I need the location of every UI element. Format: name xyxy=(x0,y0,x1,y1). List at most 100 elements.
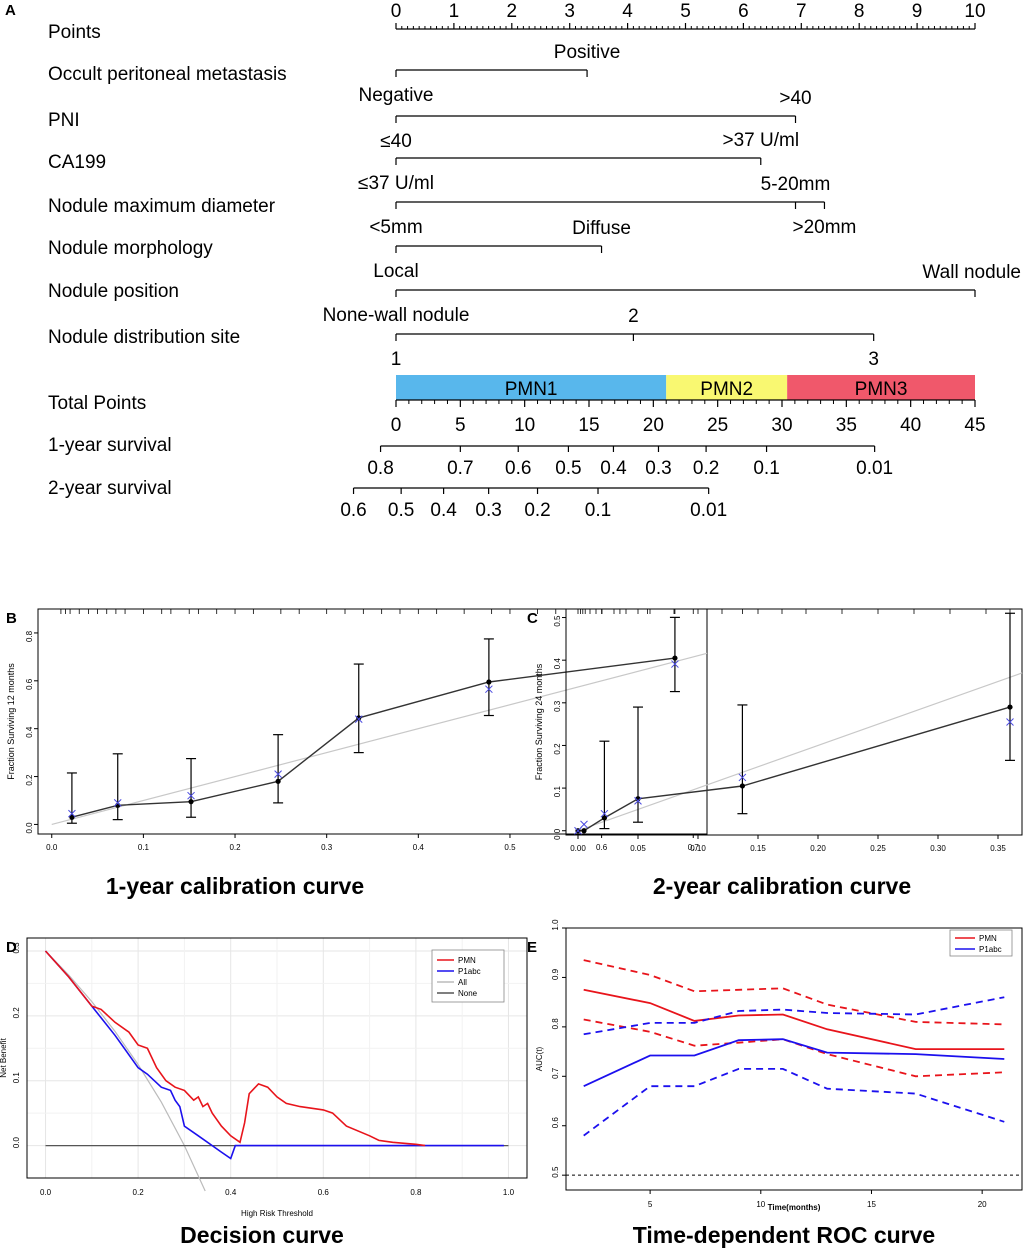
survival-1y-tick-label: 0.1 xyxy=(753,458,779,479)
decision-curve-chart: 0.0 0.2 0.4 0.6 0.8 1.0 0.0 0.1 0.2 0.3 High Risk … xyxy=(0,937,528,1218)
bias-corrected-mark xyxy=(1006,718,1014,726)
observed-point xyxy=(672,655,678,661)
total-points-tick-label: 30 xyxy=(771,415,792,436)
y-tick-label: 0.2 xyxy=(12,1007,21,1019)
plot-frame xyxy=(37,608,708,835)
series-pmn xyxy=(44,950,426,1147)
y-tick-label: 0.6 xyxy=(551,1117,560,1129)
level-label-occult: Negative xyxy=(359,85,434,106)
observed-point xyxy=(739,783,746,789)
survival-1y-tick-label: 0.01 xyxy=(856,458,893,479)
points-tick-label: 0 xyxy=(391,1,402,22)
survival-2y-tick-label: 0.5 xyxy=(388,500,414,521)
variable-label-pos: Nodule position xyxy=(48,281,179,302)
legend-label: P1abc xyxy=(458,967,481,976)
survival-1y-tick-label: 0.2 xyxy=(693,458,719,479)
time-roc-chart: 5 10 15 20 0.5 0.6 0.7 0.8 0.9 1.0 Time(months) AUC… xyxy=(535,919,1023,1212)
plot-frame xyxy=(565,927,1023,1191)
points-tick-label: 5 xyxy=(680,1,691,22)
survival-1y-tick-label: 0.8 xyxy=(367,458,393,479)
x-tick-label: 0.4 xyxy=(413,843,425,852)
points-tick-label: 3 xyxy=(564,1,575,22)
survival-1y-tick-label: 0.7 xyxy=(447,458,473,479)
survival-1y-tick-label: 0.3 xyxy=(645,458,671,479)
panel-label-a: A xyxy=(5,2,16,19)
series-p1abc-upper xyxy=(583,996,1005,1036)
total-points-tick-label: 35 xyxy=(836,415,857,436)
y-tick-label: 1.0 xyxy=(551,919,560,931)
total-points-tick-label: 20 xyxy=(643,415,664,436)
total-points-tick-label: 45 xyxy=(964,415,985,436)
points-tick-label: 1 xyxy=(449,1,460,22)
y-tick-label: 0.5 xyxy=(551,1166,560,1178)
y-tick-label: 0.5 xyxy=(553,615,562,627)
series-pmn-upper xyxy=(583,959,1005,1026)
y-tick-label: 0.3 xyxy=(12,942,21,954)
survival-2y-label: 2-year survival xyxy=(48,478,172,499)
survival-1y-tick-label: 0.6 xyxy=(505,458,531,479)
y-tick-label: 0.1 xyxy=(553,786,562,798)
caption-1y-calibration: 1-year calibration curve xyxy=(106,873,364,899)
total-points-tick-label: 40 xyxy=(900,415,921,436)
bias-corrected-mark xyxy=(634,797,642,805)
x-tick-label: 15 xyxy=(867,1200,876,1209)
observed-point xyxy=(1007,704,1013,710)
survival-2y-tick-label: 0.1 xyxy=(585,500,611,521)
bias-corrected-mark xyxy=(738,773,747,782)
calibration-2y-chart: 0.00 0.05 0.10 0.15 0.20 0.25 0.30 0.35 0.0 0.1 0.… xyxy=(534,608,1023,853)
level-label-morph: Local xyxy=(373,261,418,282)
total-points-tick-label: 0 xyxy=(391,415,402,436)
variable-label-morph: Nodule morphology xyxy=(48,238,213,259)
level-label-dist: 3 xyxy=(868,349,879,370)
variable-label-pni: PNI xyxy=(48,110,80,131)
survival-1y-tick-label: 0.5 xyxy=(555,458,581,479)
survival-2y-tick-label: 0.3 xyxy=(475,500,501,521)
calibration-1y-chart: 0.0 0.1 0.2 0.3 0.4 0.5 0.6 0.7 0.0 0.2 0.4 0.6 0.8 F… xyxy=(6,608,708,852)
legend-box xyxy=(949,929,1013,957)
y-tick-label: 0.9 xyxy=(551,968,560,980)
survival-2y-tick-label: 0.4 xyxy=(430,500,457,521)
observed-point xyxy=(188,799,194,805)
points-tick-label: 9 xyxy=(912,1,923,22)
caption-time-roc: Time-dependent ROC curve xyxy=(633,1222,935,1248)
points-tick-label: 7 xyxy=(796,1,807,22)
level-label-ca199: ≤37 U/ml xyxy=(358,173,434,194)
bias-corrected-mark xyxy=(274,770,282,779)
level-label-diam: <5mm xyxy=(369,217,422,238)
y-tick-label: 0.1 xyxy=(12,1072,21,1084)
total-points-tick-label: 5 xyxy=(455,415,466,436)
x-tick-label: 0.2 xyxy=(133,1188,145,1197)
y-tick-label: 0.8 xyxy=(25,630,34,642)
total-points-tick-label: 25 xyxy=(707,415,728,436)
x-tick-label: 5 xyxy=(648,1200,653,1209)
points-label: Points xyxy=(48,22,101,43)
y-tick-label: 0.2 xyxy=(25,774,34,786)
points-tick-label: 10 xyxy=(964,1,985,22)
x-tick-label: 0.20 xyxy=(810,844,826,853)
caption-decision-curve: Decision curve xyxy=(180,1222,344,1248)
survival-2y-tick-label: 0.2 xyxy=(524,500,550,521)
total-points-tick-label: 10 xyxy=(514,415,535,436)
y-tick-label: 0.8 xyxy=(551,1018,560,1030)
panel-label-c: C xyxy=(527,610,538,627)
x-tick-label: 10 xyxy=(756,1200,765,1209)
x-tick-label: 0.15 xyxy=(750,844,766,853)
level-label-pni: >40 xyxy=(779,88,811,109)
legend-label: PMN xyxy=(979,934,997,943)
survival-1y-tick-label: 0.4 xyxy=(600,458,627,479)
observed-point xyxy=(69,814,75,820)
bias-corrected-mark xyxy=(485,685,493,694)
level-label-diam: >20mm xyxy=(793,217,857,238)
y-tick-label: 0.0 xyxy=(553,828,562,840)
x-tick-label: 0.35 xyxy=(990,844,1006,853)
y-tick-label: 0.2 xyxy=(553,743,562,755)
risk-group-band xyxy=(787,375,975,400)
x-tick-label: 0.30 xyxy=(930,844,946,853)
y-tick-label: 0.4 xyxy=(553,658,562,670)
series-pmn-lower xyxy=(583,1018,1005,1078)
x-tick-label: 0.5 xyxy=(504,843,516,852)
y-tick-label: 0.4 xyxy=(25,726,34,738)
x-tick-label: 0.0 xyxy=(40,1188,52,1197)
level-label-pni: ≤40 xyxy=(380,131,412,152)
